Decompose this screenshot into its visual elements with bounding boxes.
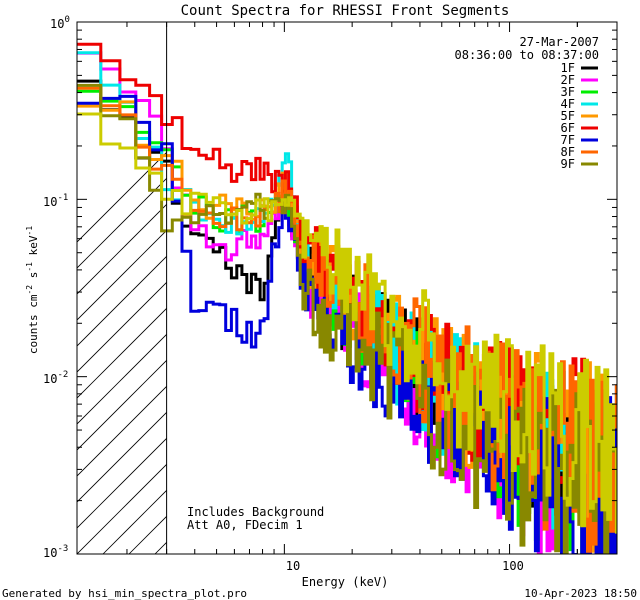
y-tick-exp: -2 [57,370,68,380]
y-tick-base: 10 [50,17,64,31]
y-tick-exp: -3 [57,544,68,554]
hatch-line [77,229,167,321]
legend-label-7F: 7F [561,133,575,147]
y-tick-label-0.01: 10-2 [43,370,68,386]
y-tick-base: 10 [43,195,57,209]
y-tick-label-1: 100 [50,15,70,31]
y-tick-base: 10 [43,372,57,386]
hatch-line [77,281,167,373]
annotation-background: Includes Background [187,505,324,519]
legend-label-8F: 8F [561,145,575,159]
axis-ticks [77,21,618,555]
legend-label-6F: 6F [561,121,575,135]
y-label-exp-kev: -1 [25,226,34,236]
hatch-line [77,385,167,477]
hatch-line [77,437,167,529]
x-tick-label-10: 10 [286,559,300,573]
y-tick-label-0.001: 10-3 [43,544,68,560]
plot-frame [76,21,618,555]
hatch-line [77,255,167,347]
y-tick-exp: -1 [57,193,68,203]
svg-text:100: 100 [50,15,70,31]
y-tick-base: 10 [43,546,57,560]
x-axis-label: Energy (keV) [302,575,389,589]
y-label-exp-cm: -2 [25,285,34,295]
y-tick-exp: 0 [64,15,69,25]
hatch-line [77,463,167,554]
svg-text:10-3: 10-3 [43,544,68,560]
svg-text:10-1: 10-1 [43,193,68,209]
annotation-attenuator: Att A0, FDecim 1 [187,518,303,532]
x-tick-label-100: 100 [502,559,524,573]
legend-label-9F: 9F [561,157,575,171]
y-label-base: counts cm [27,294,40,354]
series-layer [77,42,617,554]
time-range-text: 08:36:00 to 08:37:00 [455,48,600,62]
legend-label-3F: 3F [561,85,575,99]
hatch-line [77,203,167,295]
y-tick-label-0.1: 10-1 [43,193,68,209]
y-label-exp-s: -1 [25,262,34,272]
date-text: 27-Mar-2007 [520,35,599,49]
legend-label-5F: 5F [561,109,575,123]
legend-label-1F: 1F [561,61,575,75]
legend-label-2F: 2F [561,73,575,87]
y-axis-label: counts cm-2 s-1 keV-1 [25,226,40,354]
series-line-extra [77,112,617,534]
y-label-s: s [27,272,40,279]
svg-text:10-2: 10-2 [43,370,68,386]
hatch-line [77,411,167,503]
chart-title: Count Spectra for RHESSI Front Segments [181,3,510,19]
y-label-kev: keV [27,235,40,255]
footer-generated-by: Generated by hsi_min_spectra_plot.pro [2,587,247,600]
hatched-region [77,151,167,554]
legend-label-4F: 4F [561,97,575,111]
footer-timestamp: 10-Apr-2023 18:50 [524,587,637,600]
